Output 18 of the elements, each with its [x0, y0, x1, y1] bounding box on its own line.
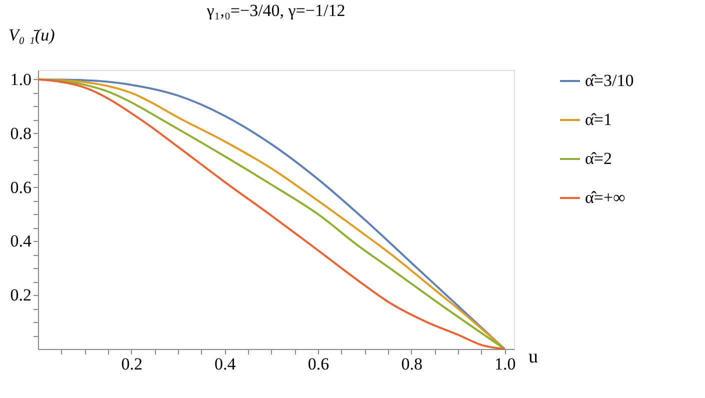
- y-tick-label: 0.6: [10, 178, 32, 197]
- chart-title: γ₁,₀=−3/40, γ=−1/12: [206, 1, 346, 20]
- y-tick-label: 1.0: [10, 70, 32, 89]
- x-axis-title: u: [528, 346, 538, 368]
- legend-label: α̂=2: [585, 149, 612, 168]
- x-tick-label: 0.2: [121, 354, 142, 374]
- legend-label: α̂=1: [585, 110, 612, 129]
- y-axis-title: V₀ ₁̄(u): [8, 26, 56, 44]
- x-tick-label: 0.8: [401, 354, 422, 374]
- x-tick-label: 0.4: [214, 354, 236, 374]
- x-tick-label: 0.6: [308, 354, 330, 374]
- legend-label: α̂=+∞: [585, 188, 626, 207]
- line-series: [37, 78, 506, 350]
- y-tick-label: 0.4: [10, 232, 32, 251]
- y-tick-label: 0.8: [10, 124, 32, 143]
- y-tick-label: 0.2: [10, 286, 32, 305]
- legend-label: α̂=3/10: [585, 71, 634, 90]
- x-tick-label: 1.0: [494, 354, 516, 374]
